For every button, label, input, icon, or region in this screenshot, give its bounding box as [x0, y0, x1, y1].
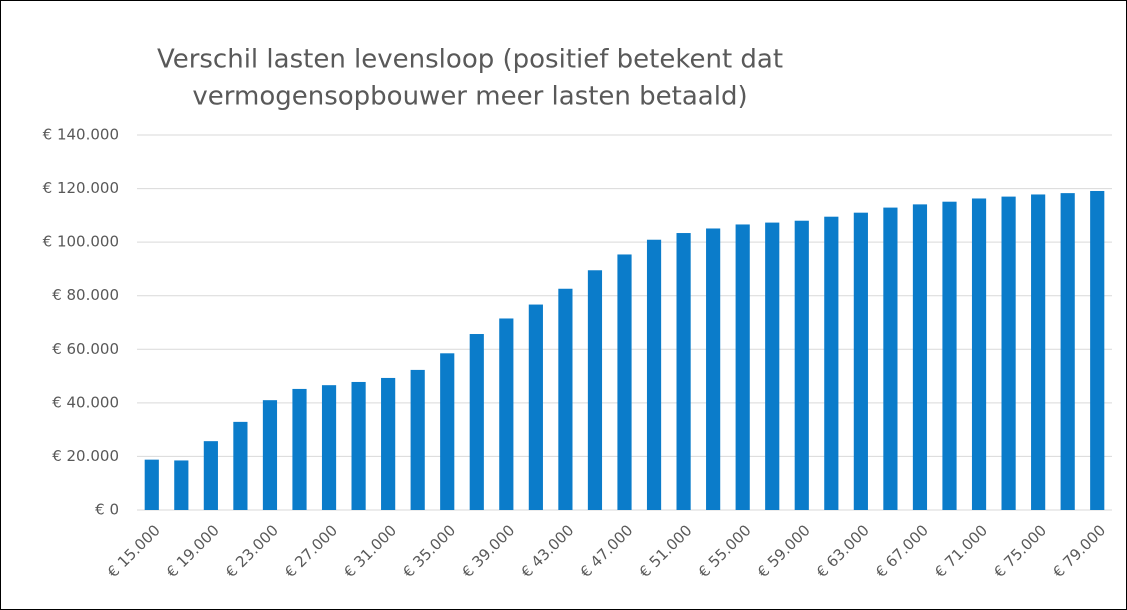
bar — [676, 233, 691, 511]
bar — [233, 421, 248, 510]
bar — [499, 318, 514, 510]
bar — [765, 222, 780, 510]
bar — [824, 216, 839, 511]
bar — [262, 400, 278, 510]
bar — [883, 207, 898, 510]
bar — [351, 381, 366, 510]
bar — [1031, 194, 1046, 510]
bar — [1001, 196, 1016, 510]
bar — [794, 220, 809, 510]
bar — [646, 239, 662, 510]
bar — [174, 460, 189, 510]
y-tick-label: € 140.000 — [43, 126, 119, 144]
bar — [203, 441, 218, 510]
bar — [558, 288, 573, 510]
bar — [971, 198, 987, 510]
bar — [617, 254, 632, 510]
y-tick-label: € 120.000 — [43, 179, 119, 197]
bar — [1060, 193, 1075, 510]
bar — [706, 228, 721, 510]
bar — [321, 385, 337, 510]
bar — [942, 201, 957, 511]
y-tick-label: € 60.000 — [52, 340, 119, 358]
y-tick-label: € 0 — [95, 501, 119, 519]
y-tick-label: € 80.000 — [52, 286, 119, 304]
bar — [410, 369, 425, 510]
bar — [440, 353, 455, 510]
bar — [144, 459, 159, 510]
bar — [1090, 190, 1105, 510]
y-tick-label: € 40.000 — [52, 393, 119, 411]
bar — [735, 224, 750, 510]
bar — [853, 212, 868, 510]
y-tick-label: € 100.000 — [43, 233, 119, 251]
bar — [469, 334, 484, 510]
bar — [587, 270, 603, 510]
bar — [381, 377, 396, 510]
bar — [528, 304, 543, 510]
chart-title: vermogensopbouwer meer lasten betaald) — [192, 82, 747, 112]
bar — [912, 204, 928, 510]
chart-title: Verschil lasten levensloop (positief bet… — [157, 45, 783, 75]
bar — [292, 388, 307, 510]
y-tick-label: € 20.000 — [52, 447, 119, 465]
